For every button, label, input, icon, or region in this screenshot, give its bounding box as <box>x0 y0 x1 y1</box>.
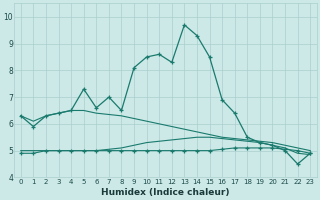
X-axis label: Humidex (Indice chaleur): Humidex (Indice chaleur) <box>101 188 230 197</box>
